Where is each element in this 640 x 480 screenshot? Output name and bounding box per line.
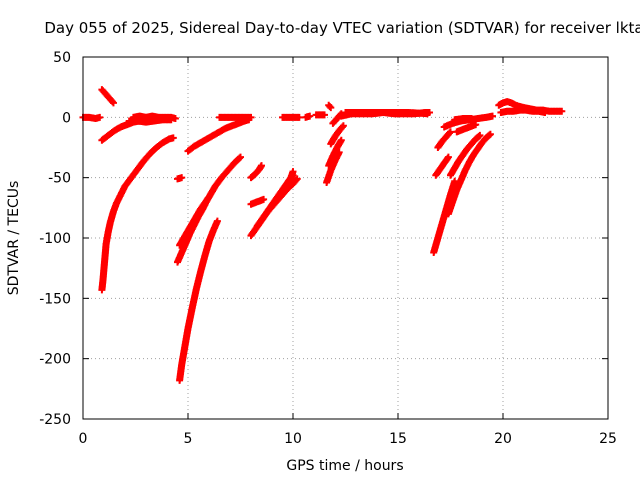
x-tick-label: 5 bbox=[184, 431, 193, 447]
data-series bbox=[264, 175, 301, 215]
data-point bbox=[96, 113, 104, 121]
data-point bbox=[258, 162, 265, 170]
y-tick-label: -200 bbox=[39, 352, 71, 368]
data-series bbox=[325, 136, 345, 170]
data-point bbox=[178, 174, 186, 182]
data-series bbox=[176, 193, 213, 249]
x-tick-label: 10 bbox=[284, 431, 302, 447]
y-tick-labels: 50 0 -50 -100 -150 -200 -250 bbox=[39, 50, 71, 428]
data-series bbox=[444, 130, 494, 218]
data-series bbox=[432, 153, 452, 179]
data-point bbox=[338, 123, 346, 131]
y-tick-label: -150 bbox=[39, 291, 71, 307]
data-point bbox=[306, 112, 314, 120]
plot-frame bbox=[82, 56, 609, 420]
x-tick-label: 15 bbox=[389, 431, 407, 447]
data-point bbox=[260, 195, 268, 203]
data-point bbox=[489, 112, 496, 120]
data-point bbox=[292, 176, 300, 184]
data-series bbox=[176, 217, 221, 384]
data-series bbox=[342, 109, 431, 118]
data-point bbox=[486, 130, 494, 138]
y-tick-label: -50 bbox=[48, 171, 71, 187]
data-point bbox=[468, 115, 475, 123]
data-series bbox=[327, 122, 347, 148]
data-point bbox=[558, 107, 566, 115]
data-series bbox=[247, 162, 265, 182]
data-series bbox=[125, 116, 175, 126]
data-point bbox=[235, 154, 243, 162]
data-series bbox=[453, 121, 480, 136]
data-point bbox=[237, 153, 244, 161]
data-point bbox=[293, 175, 301, 183]
data-point bbox=[444, 153, 452, 161]
data-series bbox=[447, 131, 484, 179]
data-point bbox=[447, 128, 454, 136]
plot-marks bbox=[79, 86, 566, 384]
data-series bbox=[279, 113, 303, 121]
data-point bbox=[247, 113, 255, 121]
data-point bbox=[171, 115, 179, 123]
y-tick-label: 50 bbox=[53, 50, 71, 66]
x-tick-label: 0 bbox=[79, 431, 88, 447]
data-point bbox=[337, 136, 345, 144]
data-point bbox=[205, 193, 213, 201]
y-tick-label: -100 bbox=[39, 231, 71, 247]
y-tick-label: 0 bbox=[62, 110, 71, 126]
data-series bbox=[434, 128, 454, 151]
data-point bbox=[321, 111, 328, 119]
data-point bbox=[326, 102, 334, 110]
chart-title: Day 055 of 2025, Sidereal Day-to-day VTE… bbox=[44, 19, 640, 37]
data-series bbox=[325, 101, 335, 112]
y-tick-label: -250 bbox=[39, 412, 71, 428]
data-point bbox=[327, 104, 335, 112]
data-series bbox=[302, 112, 314, 121]
data-point bbox=[213, 217, 221, 225]
x-tick-label: 25 bbox=[599, 431, 617, 447]
data-point bbox=[472, 121, 480, 129]
data-point bbox=[541, 109, 549, 117]
y-axis-label: SDTVAR / TECUs bbox=[6, 181, 22, 296]
data-point bbox=[445, 129, 453, 137]
data-point bbox=[169, 134, 177, 142]
data-series bbox=[98, 134, 177, 294]
data-point bbox=[476, 131, 484, 139]
data-point bbox=[423, 110, 431, 118]
data-series bbox=[98, 86, 117, 107]
data-point bbox=[108, 98, 116, 106]
x-tick-label: 20 bbox=[494, 431, 512, 447]
data-series bbox=[216, 113, 255, 121]
data-series bbox=[451, 115, 475, 124]
data-series bbox=[247, 195, 268, 208]
data-point bbox=[167, 116, 175, 124]
data-point bbox=[339, 122, 347, 130]
x-axis-label: GPS time / hours bbox=[286, 458, 403, 474]
data-series bbox=[497, 106, 549, 117]
data-point bbox=[289, 168, 297, 176]
data-point bbox=[295, 113, 303, 121]
data-series bbox=[174, 174, 186, 183]
data-point bbox=[109, 99, 117, 107]
x-tick-labels: 0 5 10 15 20 25 bbox=[79, 431, 617, 447]
data-series bbox=[184, 116, 253, 155]
data-series bbox=[312, 111, 328, 119]
